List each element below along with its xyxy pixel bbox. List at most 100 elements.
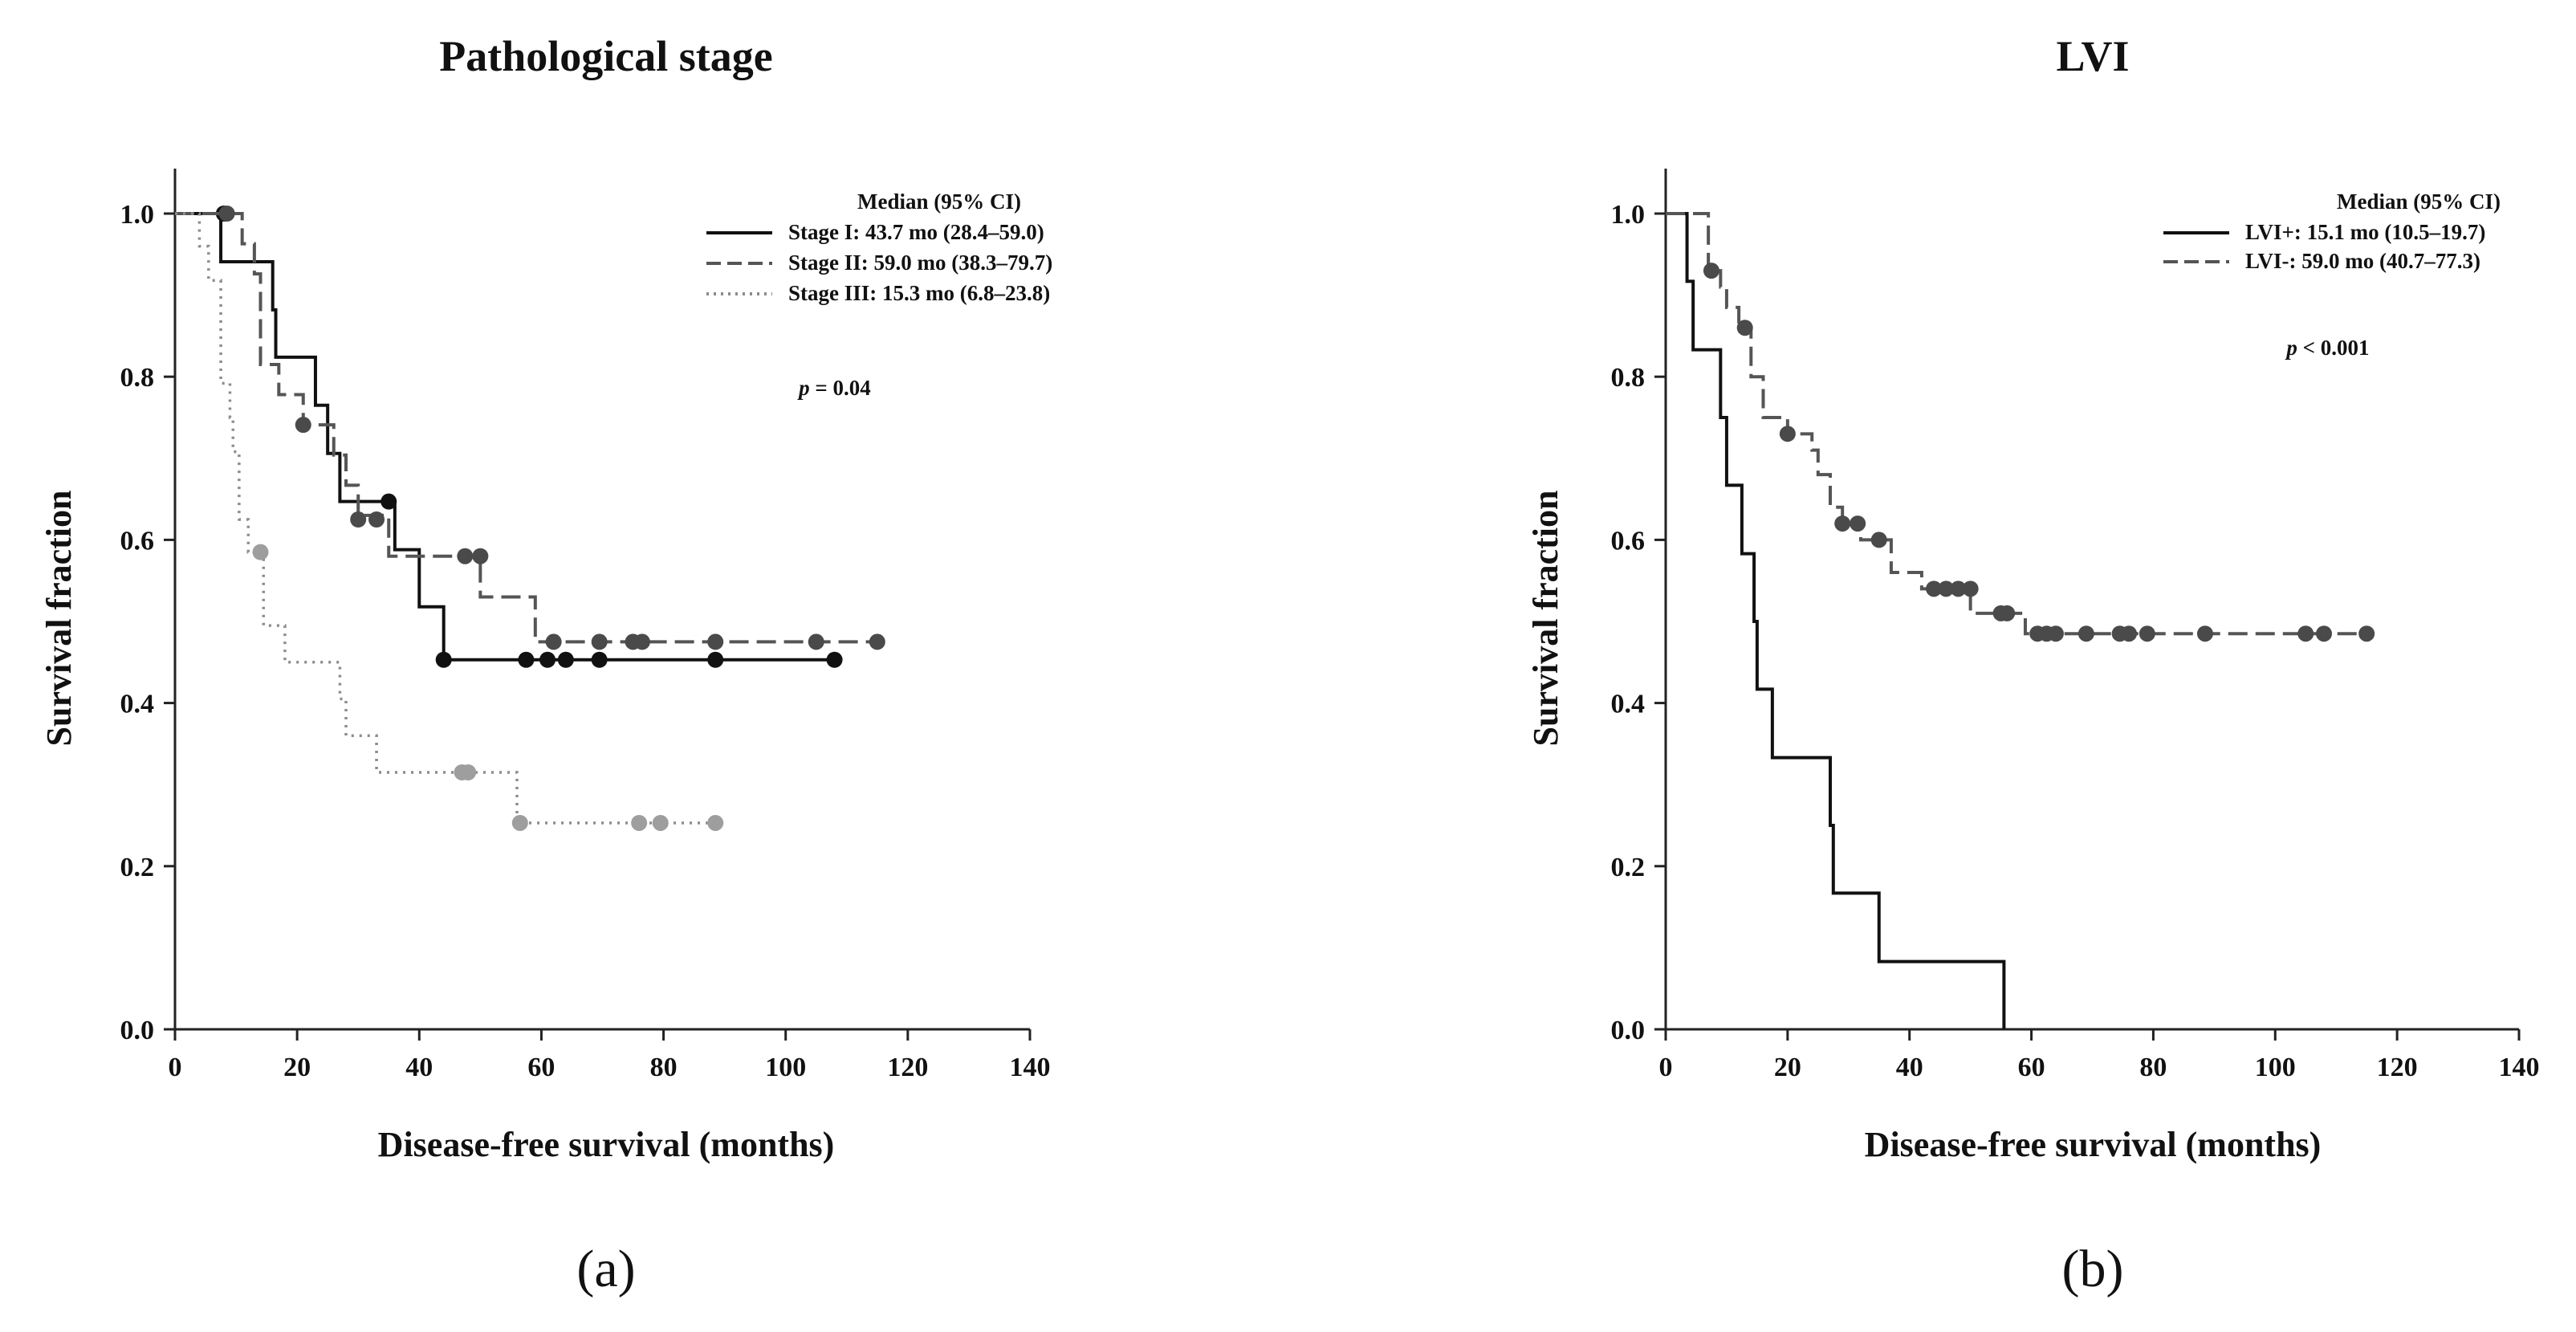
censor-marker-stage-iii (511, 814, 528, 831)
y-tick-label: 0.6 (120, 526, 155, 556)
y-tick-label: 0.4 (1611, 690, 1646, 719)
x-tick-label: 40 (1896, 1053, 1923, 1082)
censor-marker-stage-ii (707, 633, 724, 650)
censor-marker-stage-iii (707, 814, 724, 831)
p-value: p = 0.04 (797, 376, 871, 400)
censor-marker-stage-iii (460, 764, 477, 780)
x-tick-label: 60 (2018, 1053, 2045, 1082)
censor-marker-lvi (1962, 580, 1979, 597)
censor-marker-lvi (2139, 625, 2155, 642)
censor-marker-stage-ii (591, 633, 608, 650)
censor-marker-lvi (1703, 263, 1719, 279)
censor-marker-lvi (2297, 625, 2314, 642)
y-tick-label: 1.0 (1611, 200, 1646, 230)
censor-marker-stage-ii (869, 633, 885, 650)
x-tick-label: 20 (1774, 1053, 1801, 1082)
p-value-text: < 0.001 (2297, 336, 2370, 360)
x-tick-label: 100 (2255, 1053, 2296, 1082)
chart-title: Pathological stage (439, 32, 772, 80)
censor-marker-lvi (1999, 605, 2016, 621)
censor-marker-lvi (1870, 532, 1887, 548)
panel-a: Pathological stage Disease-free survival… (39, 32, 1052, 1298)
y-tick-label: 0.2 (120, 853, 155, 882)
censor-marker-stage-i (518, 651, 535, 668)
x-tick-label: 140 (2499, 1053, 2540, 1082)
x-tick-label: 40 (405, 1053, 433, 1082)
y-tick-label: 0.8 (120, 363, 155, 393)
x-tick-label: 80 (2139, 1053, 2167, 1082)
x-tick-label: 0 (169, 1053, 182, 1082)
y-tick-label: 0.2 (1611, 853, 1646, 882)
censor-marker-stage-ii (350, 511, 367, 528)
y-tick-label: 1.0 (120, 200, 155, 230)
censor-marker-lvi (2358, 625, 2375, 642)
censor-marker-lvi (1850, 515, 1866, 532)
censor-marker-stage-i (591, 651, 608, 668)
x-axis-label: Disease-free survival (months) (1865, 1125, 2322, 1164)
x-axis-label: Disease-free survival (months) (378, 1125, 835, 1164)
legend-label-stage-iii: Stage III: 15.3 mo (6.8–23.8) (788, 281, 1050, 305)
curve-lvi (1666, 212, 2367, 636)
censor-marker-stage-ii (472, 548, 489, 564)
censor-marker-stage-ii (218, 206, 235, 222)
legend-label-lviplus: LVI+: 15.1 mo (10.5–19.7) (2245, 220, 2485, 244)
p-value-text: = 0.04 (810, 376, 871, 400)
censor-marker-stage-ii (295, 417, 311, 434)
censor-marker-stage-i (707, 651, 724, 668)
censor-marker-stage-i (380, 493, 397, 510)
y-tick-label: 0.6 (1611, 526, 1646, 556)
curve-stage-iii (175, 212, 716, 825)
panel-b: LVI Disease-free survival (months) Survi… (1526, 32, 2540, 1298)
legend-label-stage-ii: Stage II: 59.0 mo (38.3–79.7) (788, 251, 1052, 275)
censor-marker-stage-i (539, 651, 556, 668)
censor-marker-lvi (2196, 625, 2213, 642)
censor-marker-lvi (1950, 580, 1967, 597)
x-tick-label: 100 (765, 1053, 806, 1082)
curve-lviplus (1666, 212, 2006, 1029)
panel-label: (b) (2062, 1240, 2124, 1298)
censor-marker-lvi (2121, 625, 2138, 642)
censor-marker-stage-i (557, 651, 574, 668)
censor-marker-stage-iii (631, 814, 648, 831)
x-tick-label: 140 (1010, 1053, 1051, 1082)
censor-marker-lvi (2316, 625, 2333, 642)
legend-title: Median (95% CI) (857, 189, 1021, 214)
panel-label: (a) (576, 1240, 635, 1298)
y-tick-label: 0.4 (120, 690, 155, 719)
p-value: p < 0.001 (2285, 336, 2369, 360)
censor-marker-stage-i (435, 651, 452, 668)
chart-title: LVI (2056, 32, 2129, 80)
censor-marker-stage-ii (545, 633, 562, 650)
censor-marker-stage-i (826, 651, 843, 668)
y-tick-label: 0.0 (120, 1016, 155, 1045)
censor-marker-stage-iii (652, 814, 669, 831)
y-tick-label: 0.8 (1611, 363, 1646, 393)
censor-marker-stage-ii (808, 633, 824, 650)
x-tick-label: 120 (2377, 1053, 2418, 1082)
x-tick-label: 120 (887, 1053, 928, 1082)
x-tick-label: 60 (527, 1053, 555, 1082)
curve-stage-i (175, 212, 835, 662)
x-tick-label: 0 (1659, 1053, 1673, 1082)
censor-marker-stage-iii (252, 544, 269, 560)
legend-label-stage-i: Stage I: 43.7 mo (28.4–59.0) (788, 220, 1044, 244)
legend-label-lvi: LVI-: 59.0 mo (40.7–77.3) (2245, 249, 2480, 273)
y-tick-label: 0.0 (1611, 1016, 1646, 1045)
p-value-symbol: p (797, 376, 810, 400)
legend-title: Median (95% CI) (2337, 189, 2501, 214)
x-tick-label: 80 (650, 1053, 678, 1082)
censor-marker-stage-ii (633, 633, 650, 650)
censor-marker-lvi (2077, 625, 2094, 642)
censor-marker-lvi (2047, 625, 2064, 642)
y-axis-label: Survival fraction (1526, 491, 1565, 747)
p-value-symbol: p (2285, 336, 2297, 360)
censor-marker-stage-ii (457, 548, 474, 564)
x-tick-label: 20 (283, 1053, 311, 1082)
censor-marker-lvi (1834, 515, 1851, 532)
curve-stage-ii (175, 212, 877, 644)
y-axis-label: Survival fraction (39, 491, 79, 747)
censor-marker-lvi (1779, 426, 1796, 442)
censor-marker-lvi (1938, 580, 1955, 597)
censor-marker-stage-ii (368, 511, 385, 528)
